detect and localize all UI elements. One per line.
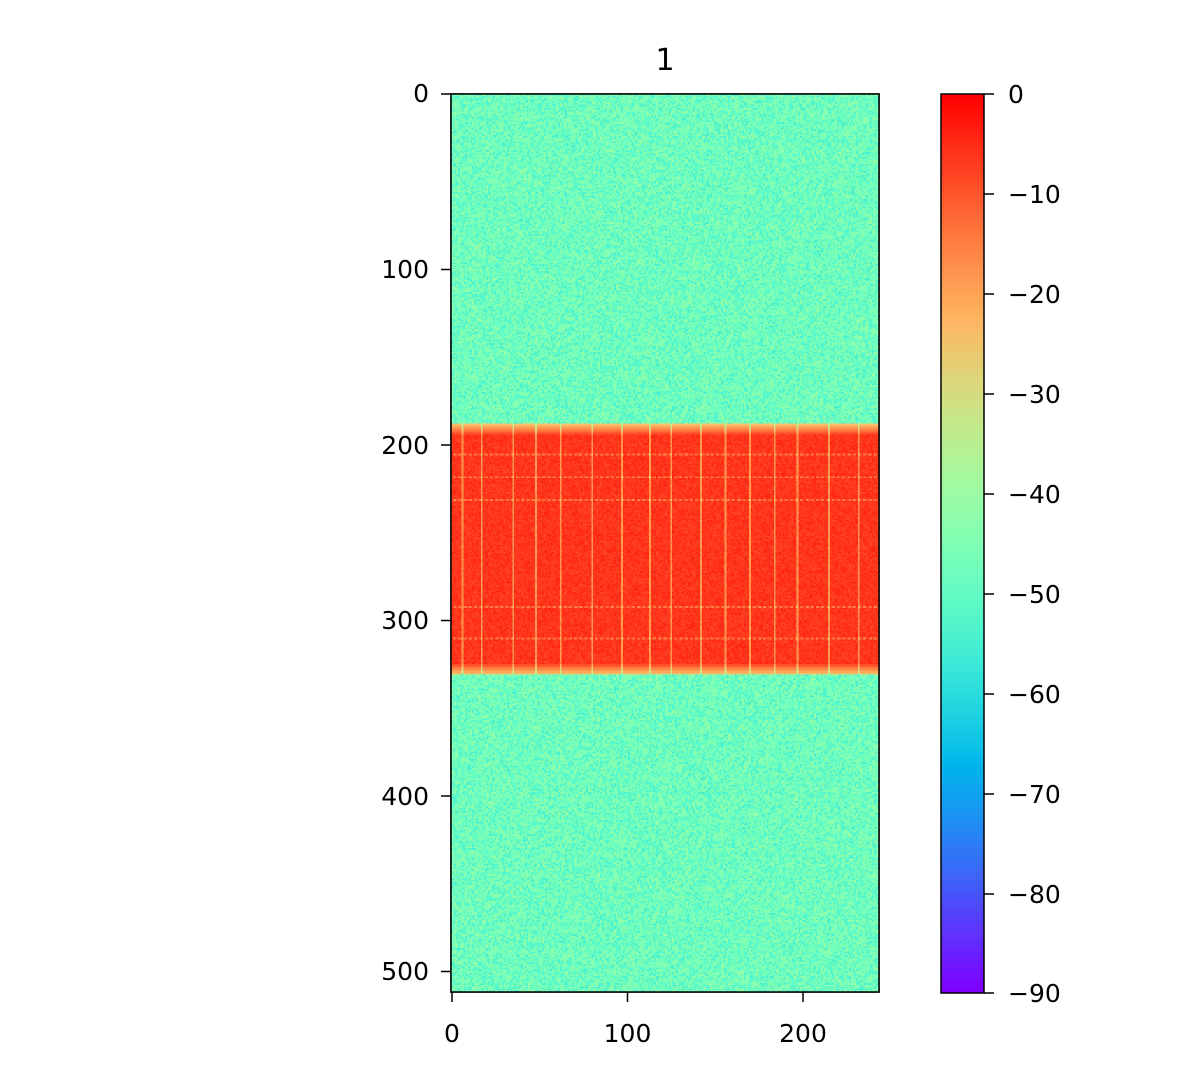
y-tick-label: 300: [381, 606, 429, 635]
y-tick-label: 400: [381, 782, 429, 811]
y-tick: 300: [381, 606, 451, 635]
x-tick: 0: [444, 992, 460, 1048]
colorbar-tick: −20: [984, 280, 1061, 309]
colorbar-tick: −80: [984, 880, 1061, 909]
colorbar-tick-label: −20: [1008, 280, 1061, 309]
colorbar-tick: −90: [984, 979, 1061, 1008]
colorbar-tick-label: −70: [1008, 780, 1061, 809]
colorbar-tick: −70: [984, 780, 1061, 809]
chart-title: 1: [655, 43, 674, 78]
x-tick-label: 200: [779, 1019, 827, 1048]
colorbar-tick: −50: [984, 580, 1061, 609]
colorbar-tick-label: −30: [1008, 380, 1061, 409]
colorbar-tick: −60: [984, 680, 1061, 709]
colorbar-tick: −10: [984, 180, 1061, 209]
colorbar-tick-label: −60: [1008, 680, 1061, 709]
colorbar-tick-label: −90: [1008, 979, 1061, 1008]
colorbar-axis: 0 −10 −20 −30 −40 −50 −60 −70 −80 −90: [984, 80, 1061, 1008]
x-tick: 100: [604, 992, 652, 1048]
colorbar-tick: −30: [984, 380, 1061, 409]
colorbar-tick-label: 0: [1008, 80, 1024, 109]
colorbar-tick: 0: [984, 80, 1024, 109]
y-axis: 0 100 200 300 400 500: [381, 79, 451, 986]
y-tick: 0: [413, 79, 451, 108]
colorbar-gradient: [941, 94, 984, 993]
heatmap-image: [451, 94, 879, 992]
y-tick: 200: [381, 431, 451, 460]
y-tick: 100: [381, 255, 451, 284]
colorbar-tick: −40: [984, 480, 1061, 509]
y-tick: 500: [381, 957, 451, 986]
y-tick-label: 100: [381, 255, 429, 284]
colorbar-tick-label: −10: [1008, 180, 1061, 209]
y-tick-label: 0: [413, 79, 429, 108]
x-tick: 200: [779, 992, 827, 1048]
colorbar-tick-label: −80: [1008, 880, 1061, 909]
x-tick-label: 0: [444, 1019, 460, 1048]
x-axis: 0 100 200: [444, 992, 827, 1048]
colorbar-tick-label: −50: [1008, 580, 1061, 609]
y-tick-label: 200: [381, 431, 429, 460]
colorbar-tick-label: −40: [1008, 480, 1061, 509]
y-tick: 400: [381, 782, 451, 811]
y-tick-label: 500: [381, 957, 429, 986]
x-tick-label: 100: [604, 1019, 652, 1048]
